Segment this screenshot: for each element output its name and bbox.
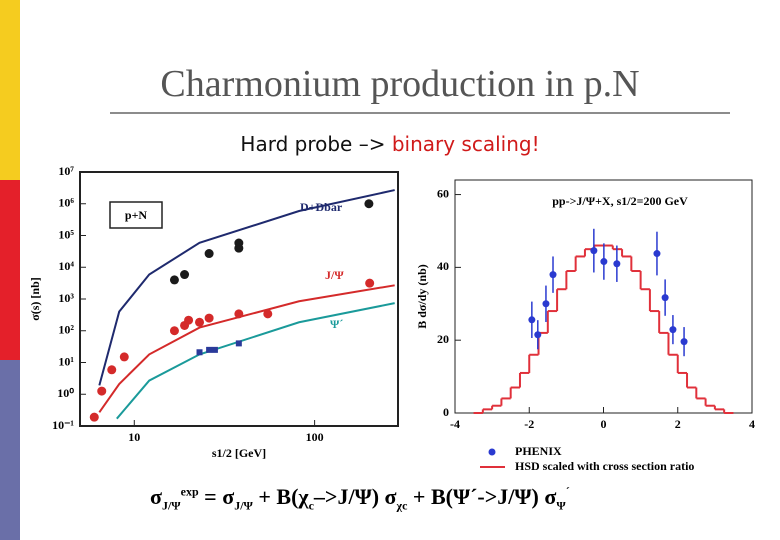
- data-point: [196, 349, 203, 356]
- x-tick-label: 10: [128, 430, 140, 444]
- data-point: [119, 352, 129, 362]
- formula-part: J/Ψ: [161, 498, 181, 513]
- data-point: [234, 243, 244, 253]
- data-point: [235, 340, 242, 347]
- formula-part: c: [308, 498, 314, 513]
- y-tick-label: 0: [443, 405, 449, 419]
- x-tick-label: 0: [601, 417, 607, 431]
- x-tick-label: 4: [749, 417, 755, 431]
- fit-curve: [98, 189, 395, 386]
- data-point: [600, 258, 608, 266]
- data-point: [97, 386, 107, 396]
- y-tick-label: 40: [437, 259, 449, 273]
- data-point: [89, 412, 99, 422]
- label-box: [109, 201, 163, 229]
- series-label: Ψ´: [330, 317, 343, 331]
- legend-label: HSD scaled with cross section ratio: [515, 459, 694, 473]
- formula-part: = σ: [198, 484, 235, 509]
- y-tick-label: 10³: [58, 291, 74, 305]
- y-tick-label: 10²: [58, 323, 74, 337]
- data-point: [204, 313, 214, 323]
- series-label: D+Dbar: [300, 200, 343, 214]
- data-point: [590, 247, 598, 255]
- y-tick-label: 10⁰: [57, 386, 74, 400]
- fit-curve: [116, 302, 395, 420]
- data-point: [263, 309, 273, 319]
- data-point: [534, 331, 542, 339]
- data-point: [169, 326, 179, 336]
- formula-part: Ψ: [556, 498, 566, 513]
- deco-bar: [0, 0, 20, 180]
- x-tick-label: 2: [675, 417, 681, 431]
- formula-part: ´: [565, 484, 570, 499]
- data-point: [613, 260, 621, 268]
- formula-part: + B(Ψ´->J/Ψ) σ: [407, 484, 557, 509]
- formula-part: J/Ψ: [234, 498, 253, 513]
- chart-label: p+N: [125, 208, 148, 222]
- data-point: [206, 346, 213, 353]
- y-tick-label: 10⁴: [58, 259, 74, 273]
- data-point: [204, 249, 214, 259]
- formula: σJ/Ψexp = σJ/Ψ + B(χc–>J/Ψ) σχc + B(Ψ´->…: [150, 484, 570, 513]
- formula-part: χc: [396, 498, 408, 513]
- x-axis-label: s1/2 [GeV]: [212, 446, 266, 460]
- data-point: [184, 315, 194, 325]
- data-point: [234, 309, 244, 319]
- y-tick-label: 10⁵: [58, 227, 74, 241]
- y-tick-label: 60: [437, 186, 449, 200]
- formula-part: σ: [150, 484, 162, 509]
- y-tick-label: 10¹: [58, 354, 74, 368]
- plot-frame: [454, 179, 753, 414]
- data-point: [365, 278, 375, 288]
- y-tick-label: 20: [437, 332, 449, 346]
- data-point: [169, 275, 179, 285]
- deco-bar: [0, 180, 20, 360]
- slide-title: Charmonium production in p.N: [160, 63, 640, 105]
- formula-part: + B(χ: [252, 484, 309, 509]
- x-tick-label: 100: [306, 430, 324, 444]
- data-point: [653, 250, 661, 258]
- series-label: J/Ψ: [325, 268, 344, 282]
- x-tick-label: -2: [524, 417, 534, 431]
- data-point: [211, 346, 218, 353]
- data-point: [549, 271, 557, 279]
- legend-label: PHENIX: [515, 444, 562, 458]
- subtitle-part: Hard probe –>: [240, 132, 392, 156]
- fit-curve: [98, 284, 395, 413]
- formula-part: exp: [180, 484, 199, 499]
- data-point: [107, 365, 117, 375]
- data-point: [669, 326, 677, 334]
- y-tick-label: 10⁻¹: [52, 418, 74, 432]
- data-point: [180, 270, 190, 280]
- data-point: [364, 199, 374, 209]
- data-point: [542, 300, 550, 308]
- y-axis-label: B dσ/dy (nb): [415, 264, 429, 329]
- data-point: [528, 316, 536, 324]
- legend-swatch: [488, 448, 496, 456]
- data-point: [661, 294, 669, 302]
- y-axis-label: σ(s) [nb]: [28, 277, 42, 321]
- chart-title: pp->J/Ψ+X, s1/2=200 GeV: [552, 194, 688, 208]
- subtitle: Hard probe –> binary scaling!: [0, 132, 780, 156]
- formula-part: –>J/Ψ) σ: [313, 484, 397, 509]
- data-point: [195, 317, 205, 327]
- y-tick-label: 10⁶: [58, 196, 74, 210]
- data-point: [680, 338, 688, 346]
- x-tick-label: -4: [450, 417, 460, 431]
- deco-bar: [0, 360, 20, 540]
- subtitle-part: binary scaling!: [391, 132, 540, 156]
- y-tick-label: 10⁷: [58, 164, 74, 178]
